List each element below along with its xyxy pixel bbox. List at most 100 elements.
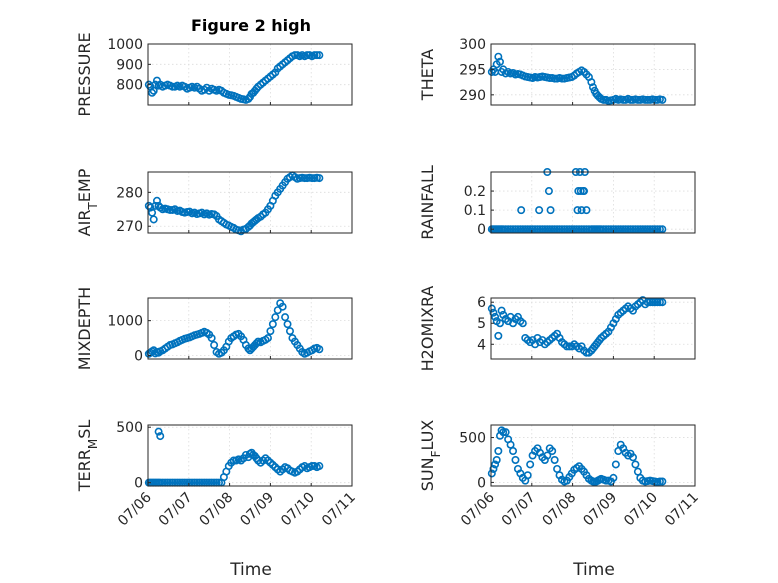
data-point — [501, 428, 510, 437]
data-point — [602, 225, 611, 234]
plot-area — [490, 171, 696, 234]
y-axis-label: TERRMSL — [75, 420, 100, 493]
data-point — [651, 95, 660, 104]
data-point — [315, 462, 324, 471]
data-point — [166, 205, 175, 214]
data-point — [544, 187, 553, 196]
data-point — [511, 225, 520, 234]
data-point — [548, 447, 557, 456]
y-tick-label: 0 — [477, 222, 486, 238]
data-points — [144, 171, 324, 236]
data-point — [533, 225, 542, 234]
data-point — [300, 174, 309, 183]
data-point — [621, 225, 630, 234]
data-point — [633, 95, 642, 104]
y-axis-label: AIRTEMP — [75, 168, 100, 236]
data-point — [545, 74, 554, 83]
data-point — [577, 225, 586, 234]
data-point — [648, 225, 657, 234]
data-point — [543, 451, 552, 460]
data-point — [492, 455, 501, 464]
data-point — [156, 432, 165, 441]
data-point — [651, 225, 660, 234]
subplot-rainfall: 0 0.1 0.2 RAINFALL — [418, 165, 696, 240]
data-point — [281, 313, 290, 322]
x-tick-label: 07/08 — [540, 490, 580, 530]
x-tick-label: 07/11 — [662, 490, 702, 530]
data-point — [658, 298, 667, 307]
axes-frame — [490, 171, 696, 234]
y-tick-label: 5 — [477, 316, 486, 332]
data-point — [521, 225, 530, 234]
data-point — [567, 225, 576, 234]
data-point — [283, 320, 292, 329]
y-tick-label: 800 — [116, 78, 143, 94]
data-point — [638, 225, 647, 234]
data-point — [315, 51, 324, 60]
data-point — [619, 225, 628, 234]
subplot-sun_flux: 07/06 07/07 07/08 07/09 07/10 07/11 0 500 SUNFLU… — [418, 420, 702, 530]
data-point — [523, 225, 532, 234]
data-point — [576, 187, 585, 196]
figure-title: Figure 2 high — [191, 16, 311, 35]
data-point — [494, 52, 503, 61]
y-axis-label: PRESSURE — [75, 32, 94, 116]
data-point — [555, 225, 564, 234]
axes-frame — [490, 424, 696, 487]
data-point — [628, 453, 637, 462]
data-point — [285, 327, 294, 336]
data-point — [562, 342, 571, 351]
data-point — [643, 225, 652, 234]
data-point — [154, 427, 163, 436]
data-point — [513, 225, 522, 234]
y-tick-label: 500 — [459, 431, 486, 447]
data-point — [523, 471, 532, 480]
data-point — [599, 95, 608, 104]
data-point — [499, 428, 508, 437]
data-point — [631, 225, 640, 234]
y-tick-label: 295 — [459, 62, 486, 78]
y-tick-label: 0.1 — [464, 203, 486, 219]
data-point — [646, 225, 655, 234]
data-point — [151, 201, 160, 210]
data-point — [517, 206, 526, 215]
data-point — [494, 331, 503, 340]
data-point — [557, 74, 566, 83]
data-point — [244, 344, 253, 353]
data-point — [518, 319, 527, 328]
data-point — [207, 334, 216, 343]
data-point — [553, 225, 562, 234]
data-points — [487, 52, 667, 105]
data-point — [308, 462, 317, 471]
data-point — [497, 306, 506, 315]
x-axis-label-left: Time — [229, 560, 272, 580]
data-points — [487, 426, 667, 486]
y-tick-label: 290 — [459, 88, 486, 104]
data-point — [599, 225, 608, 234]
data-point — [168, 82, 177, 91]
x-tick-label: 07/10 — [278, 490, 318, 530]
y-axis-label: MIXDEPTH — [75, 287, 94, 370]
data-point — [504, 225, 513, 234]
data-point — [572, 225, 581, 234]
data-point — [149, 215, 158, 224]
data-point — [641, 225, 650, 234]
data-point — [573, 206, 582, 215]
data-point — [268, 320, 277, 329]
data-point — [550, 455, 559, 464]
data-point — [290, 51, 299, 60]
data-point — [487, 304, 496, 313]
data-point — [577, 206, 586, 215]
x-tick-label: 07/07 — [156, 490, 196, 530]
y-tick-label: 0 — [134, 476, 143, 492]
data-point — [626, 225, 635, 234]
data-point — [550, 225, 559, 234]
data-point — [606, 225, 615, 234]
data-point — [526, 460, 535, 469]
data-point — [545, 225, 554, 234]
data-point — [565, 225, 574, 234]
axes-frame — [490, 43, 696, 106]
axes-frame — [147, 424, 353, 487]
data-point — [614, 225, 623, 234]
